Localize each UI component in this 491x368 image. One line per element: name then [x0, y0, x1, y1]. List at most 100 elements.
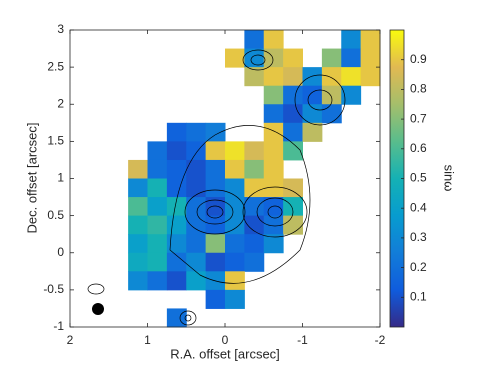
heatmap-cell — [263, 104, 284, 124]
heatmap-cell — [186, 141, 207, 161]
heatmap-cell — [263, 67, 284, 87]
heatmap-cell — [263, 215, 284, 235]
y-tick-label: 2 — [57, 96, 64, 110]
heatmap-cell — [244, 252, 265, 272]
heatmap-cell — [186, 252, 207, 272]
heatmap-cell — [225, 159, 245, 179]
heatmap-cell — [147, 234, 168, 254]
heatmap-cell — [283, 122, 303, 142]
heatmap-cell — [263, 197, 284, 217]
heatmap-cell — [321, 85, 342, 105]
heatmap-cell — [166, 252, 187, 272]
heatmap-cell — [166, 178, 187, 198]
heatmap-cell — [205, 234, 226, 254]
heatmap-cell — [341, 48, 362, 68]
heatmap-cell — [225, 252, 245, 272]
colorbar-tick-label: 0.2 — [410, 260, 427, 274]
heatmap-cell — [341, 30, 362, 50]
heatmap-cell — [225, 289, 245, 309]
heatmap-cell — [128, 197, 148, 217]
y-tick-label: -0.5 — [43, 282, 64, 296]
heatmap-cell — [244, 215, 265, 235]
heatmap-cell — [166, 159, 187, 179]
heatmap-cell — [244, 48, 265, 68]
y-tick-label: 0.5 — [47, 208, 64, 222]
y-tick-label: 2.5 — [47, 59, 64, 73]
heatmap-cell — [225, 271, 245, 291]
heatmap-cell — [166, 197, 187, 217]
heatmap-cell — [244, 30, 265, 50]
heatmap-cell — [205, 122, 226, 142]
heatmap-cell — [186, 215, 207, 235]
x-tick-label: -1 — [297, 333, 308, 347]
heatmap-cell — [360, 30, 381, 50]
heatmap-cell — [186, 122, 207, 142]
heatmap-cell — [360, 48, 381, 68]
heatmap-cell — [263, 30, 284, 50]
x-axis-title: R.A. offset [arcsec] — [170, 346, 280, 361]
heatmap-cell — [128, 159, 148, 179]
heatmap-cell — [283, 48, 303, 68]
heatmap-cell — [205, 159, 226, 179]
heatmap-cell — [186, 197, 207, 217]
heatmap-cell — [186, 159, 207, 179]
heatmap-cell — [225, 197, 245, 217]
heatmap-cell — [147, 252, 168, 272]
colorbar-tick-label: 0.5 — [410, 171, 427, 185]
heatmap-cell — [321, 48, 342, 68]
heatmap-cell — [341, 85, 362, 105]
heatmap-cell — [205, 197, 226, 217]
heatmap-cell — [244, 141, 265, 161]
heatmap-cell — [263, 178, 284, 198]
heatmap-cell — [341, 67, 362, 87]
heatmap-cell — [263, 234, 284, 254]
heatmap-cell — [283, 197, 303, 217]
heatmap-cell — [166, 141, 187, 161]
y-tick-label: 1 — [57, 171, 64, 185]
heatmap-cell — [166, 234, 187, 254]
colorbar-tick-label: 0.1 — [410, 289, 427, 303]
heatmap-cell — [302, 104, 323, 124]
heatmap-cell — [205, 178, 226, 198]
heatmap-cell — [263, 122, 284, 142]
x-tick-label: 1 — [144, 333, 151, 347]
heatmap-cell — [302, 122, 323, 142]
heatmap-cell — [225, 141, 245, 161]
y-tick-label: 3 — [57, 22, 64, 36]
heatmap-cell — [147, 271, 168, 291]
heatmap-cell — [360, 67, 381, 87]
heatmap-cell — [283, 104, 303, 124]
y-tick-label: 1.5 — [47, 134, 64, 148]
heatmap-cell — [283, 67, 303, 87]
heatmap-cell — [186, 178, 207, 198]
heatmap-cell — [263, 85, 284, 105]
heatmap-cell — [166, 215, 187, 235]
heatmap-cell — [147, 159, 168, 179]
heatmap-cell — [244, 197, 265, 217]
heatmap-cell — [205, 289, 226, 309]
heatmap-cell — [225, 48, 245, 68]
heatmap-cell — [263, 159, 284, 179]
heatmap-cell — [244, 178, 265, 198]
heatmap-cell — [302, 67, 323, 87]
heatmap-cell — [263, 141, 284, 161]
heatmap-cell — [205, 215, 226, 235]
heatmap-cell — [147, 178, 168, 198]
colorbar-tick-label: 0.3 — [410, 230, 427, 244]
heatmap-cell — [128, 178, 148, 198]
contours — [87, 49, 346, 326]
heatmap-cell — [302, 85, 323, 105]
colorbar-title: sinω — [442, 165, 457, 192]
heatmap-cell — [186, 271, 207, 291]
heatmap-cell — [283, 215, 303, 235]
heatmap-cell — [147, 215, 168, 235]
x-tick-label: 2 — [67, 333, 74, 347]
heatmap-cell — [166, 308, 187, 328]
heatmap-cell — [166, 271, 187, 291]
y-tick-label: -1 — [53, 319, 64, 333]
colorbar-tick-label: 0.6 — [410, 141, 427, 155]
heatmap-cell — [225, 178, 245, 198]
x-tick-label: 0 — [222, 333, 229, 347]
y-tick-label: 0 — [57, 245, 64, 259]
